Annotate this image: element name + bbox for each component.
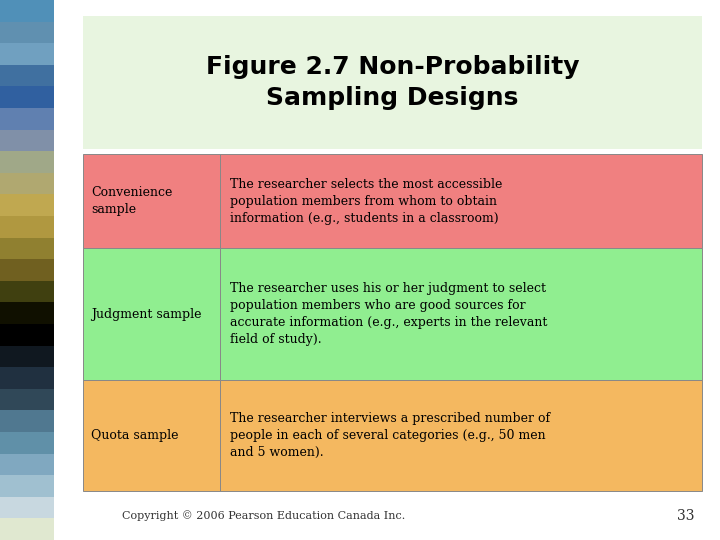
Text: The researcher uses his or her judgment to select
population members who are goo: The researcher uses his or her judgment … (230, 282, 548, 346)
Bar (0, 130, 54, 151)
Bar (220, 380, 702, 491)
Bar (0, 259, 54, 281)
Bar (0, 432, 54, 454)
Text: Copyright © 2006 Pearson Education Canada Inc.: Copyright © 2006 Pearson Education Canad… (122, 510, 405, 521)
Text: 33: 33 (678, 509, 695, 523)
Bar (0, 65, 54, 86)
Bar (0, 86, 54, 108)
Bar (0, 22, 54, 43)
Text: Quota sample: Quota sample (91, 429, 179, 442)
Bar (0, 475, 54, 497)
Bar (0, 151, 54, 173)
Bar (0, 324, 54, 346)
Text: The researcher selects the most accessible
population members from whom to obtai: The researcher selects the most accessib… (230, 178, 503, 225)
Text: Judgment sample: Judgment sample (91, 308, 202, 321)
Bar (83, 154, 220, 248)
Bar (83, 16, 702, 148)
Bar (83, 248, 220, 380)
Text: Figure 2.7 Non-Probability
Sampling Designs: Figure 2.7 Non-Probability Sampling Desi… (206, 55, 579, 110)
Bar (0, 367, 54, 389)
Bar (0, 346, 54, 367)
Bar (0, 302, 54, 324)
Bar (0, 216, 54, 238)
Bar (0, 518, 54, 540)
Bar (0, 389, 54, 410)
Bar (0, 238, 54, 259)
Bar (220, 248, 702, 380)
Bar (0, 108, 54, 130)
Bar (0, 454, 54, 475)
Bar (220, 154, 702, 248)
Bar (0, 194, 54, 216)
Bar (0, 410, 54, 432)
Bar (0, 173, 54, 194)
Text: Convenience
sample: Convenience sample (91, 186, 173, 216)
Bar (83, 380, 220, 491)
Bar (0, 43, 54, 65)
Bar (0, 0, 54, 22)
Bar (0, 281, 54, 302)
Text: The researcher interviews a prescribed number of
people in each of several categ: The researcher interviews a prescribed n… (230, 412, 551, 459)
Bar (0, 497, 54, 518)
